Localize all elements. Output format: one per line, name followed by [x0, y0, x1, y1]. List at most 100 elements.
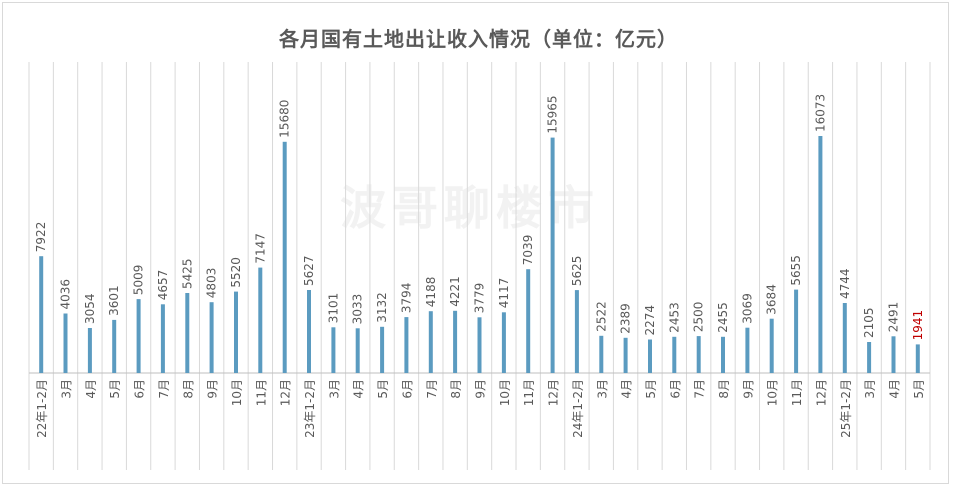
data-label: 1941 [911, 310, 925, 341]
bar [209, 302, 214, 373]
bar [307, 290, 311, 373]
data-label: 4221 [448, 276, 462, 307]
x-tick-label: 11月 [790, 379, 804, 406]
x-tick-label: 8月 [449, 379, 463, 399]
data-label: 2522 [594, 301, 608, 332]
x-tick-label: 3月 [60, 379, 74, 399]
x-tick-label: 7月 [425, 379, 439, 399]
bar [915, 344, 920, 373]
data-label: 3069 [740, 293, 754, 324]
chart-frame: 各月国有土地出让收入情况（单位：亿元） [2, 2, 949, 484]
bar [258, 267, 263, 373]
data-label: 4188 [424, 277, 438, 308]
x-axis: 22年1-2月 3月 4月 5月 6月 7月 8月 9月 10月 11月 12月 23年1-2月 3月 4… [35, 379, 926, 438]
data-label: 2491 [887, 302, 901, 333]
bar [599, 335, 604, 373]
x-tick-label: 9月 [206, 379, 220, 399]
bar [526, 269, 531, 373]
x-tick-label: 11月 [522, 379, 536, 406]
bar [745, 327, 750, 373]
data-label: 5655 [789, 255, 803, 286]
watermark-text: 波哥聊楼市 [340, 181, 600, 235]
data-label: 2455 [716, 302, 730, 333]
bar [672, 336, 677, 373]
bar [282, 141, 287, 373]
chart-title: 各月国有土地出让收入情况（单位：亿元） [279, 27, 678, 51]
x-tick-label: 10月 [230, 379, 244, 406]
x-tick-label: 12月 [279, 379, 293, 406]
data-label: 2500 [692, 302, 706, 333]
data-label: 2274 [643, 305, 657, 336]
x-tick-label: 3月 [327, 379, 341, 399]
x-tick-label: 4月 [888, 379, 902, 399]
x-tick-label: 8月 [181, 379, 195, 399]
data-label: 5625 [570, 256, 584, 287]
data-label: 3054 [83, 293, 97, 324]
x-tick-label: 23年1-2月 [303, 379, 317, 438]
data-label: 5627 [302, 255, 316, 286]
data-label: 2453 [667, 302, 681, 333]
bar [550, 137, 555, 373]
bar [185, 293, 190, 373]
x-tick-label: 12月 [814, 379, 828, 406]
data-label: 3033 [351, 294, 365, 325]
x-tick-label: 4月 [84, 379, 98, 399]
bar [428, 311, 433, 373]
x-tick-label: 7月 [693, 379, 707, 399]
bar [648, 339, 652, 373]
bar [160, 304, 165, 373]
x-tick-label: 22年1-2月 [35, 379, 49, 438]
bar [380, 326, 385, 373]
data-label: 7039 [521, 235, 535, 266]
data-label: 15680 [278, 100, 292, 138]
bar [63, 313, 68, 373]
bar [574, 290, 579, 373]
bars [39, 136, 920, 373]
x-tick-label: 5月 [376, 379, 390, 399]
bar [477, 317, 482, 373]
x-tick-label: 5月 [644, 379, 658, 399]
bar [501, 312, 506, 373]
data-label: 15965 [546, 95, 560, 133]
data-label: 3684 [765, 284, 779, 315]
grid-lines [28, 62, 931, 470]
data-label: 3132 [375, 292, 389, 323]
x-tick-label: 6月 [133, 379, 147, 399]
bar [891, 336, 896, 373]
x-tick-label: 5月 [108, 379, 122, 399]
bar [623, 337, 628, 373]
bar [721, 336, 725, 373]
data-label: 7147 [253, 233, 267, 264]
x-tick-label: 3月 [863, 379, 877, 399]
data-label: 5520 [229, 257, 243, 288]
x-tick-label: 6月 [668, 379, 682, 399]
x-tick-label: 10月 [766, 379, 780, 406]
bar [112, 319, 117, 373]
bar [404, 317, 409, 373]
x-tick-label: 4月 [352, 379, 366, 399]
x-tick-label: 3月 [595, 379, 609, 399]
data-label: 3101 [326, 293, 340, 324]
x-tick-label: 6月 [400, 379, 414, 399]
bar [331, 327, 336, 373]
bar [794, 289, 799, 373]
bar [818, 136, 823, 373]
data-label: 3794 [399, 283, 413, 314]
data-label: 4036 [59, 279, 73, 310]
data-label: 3779 [473, 283, 487, 314]
data-label: 4117 [497, 278, 511, 309]
data-label: 7922 [34, 222, 48, 253]
bar [842, 303, 847, 373]
data-label: 3601 [107, 285, 121, 316]
data-label: 2105 [862, 307, 876, 338]
bar [355, 328, 360, 373]
bar [39, 256, 44, 373]
x-tick-label: 7月 [157, 379, 171, 399]
x-tick-label: 4月 [620, 379, 634, 399]
data-label: 2389 [619, 303, 633, 334]
data-label: 16073 [813, 94, 827, 132]
x-tick-label: 24年1-2月 [571, 379, 585, 438]
x-tick-label: 5月 [912, 379, 926, 399]
data-label: 4744 [838, 268, 852, 299]
